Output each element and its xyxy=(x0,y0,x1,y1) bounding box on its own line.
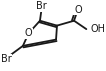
Text: Br: Br xyxy=(36,1,47,11)
Text: O: O xyxy=(25,28,32,38)
Text: Br: Br xyxy=(1,54,11,64)
Text: O: O xyxy=(74,5,82,15)
Text: OH: OH xyxy=(90,24,105,34)
